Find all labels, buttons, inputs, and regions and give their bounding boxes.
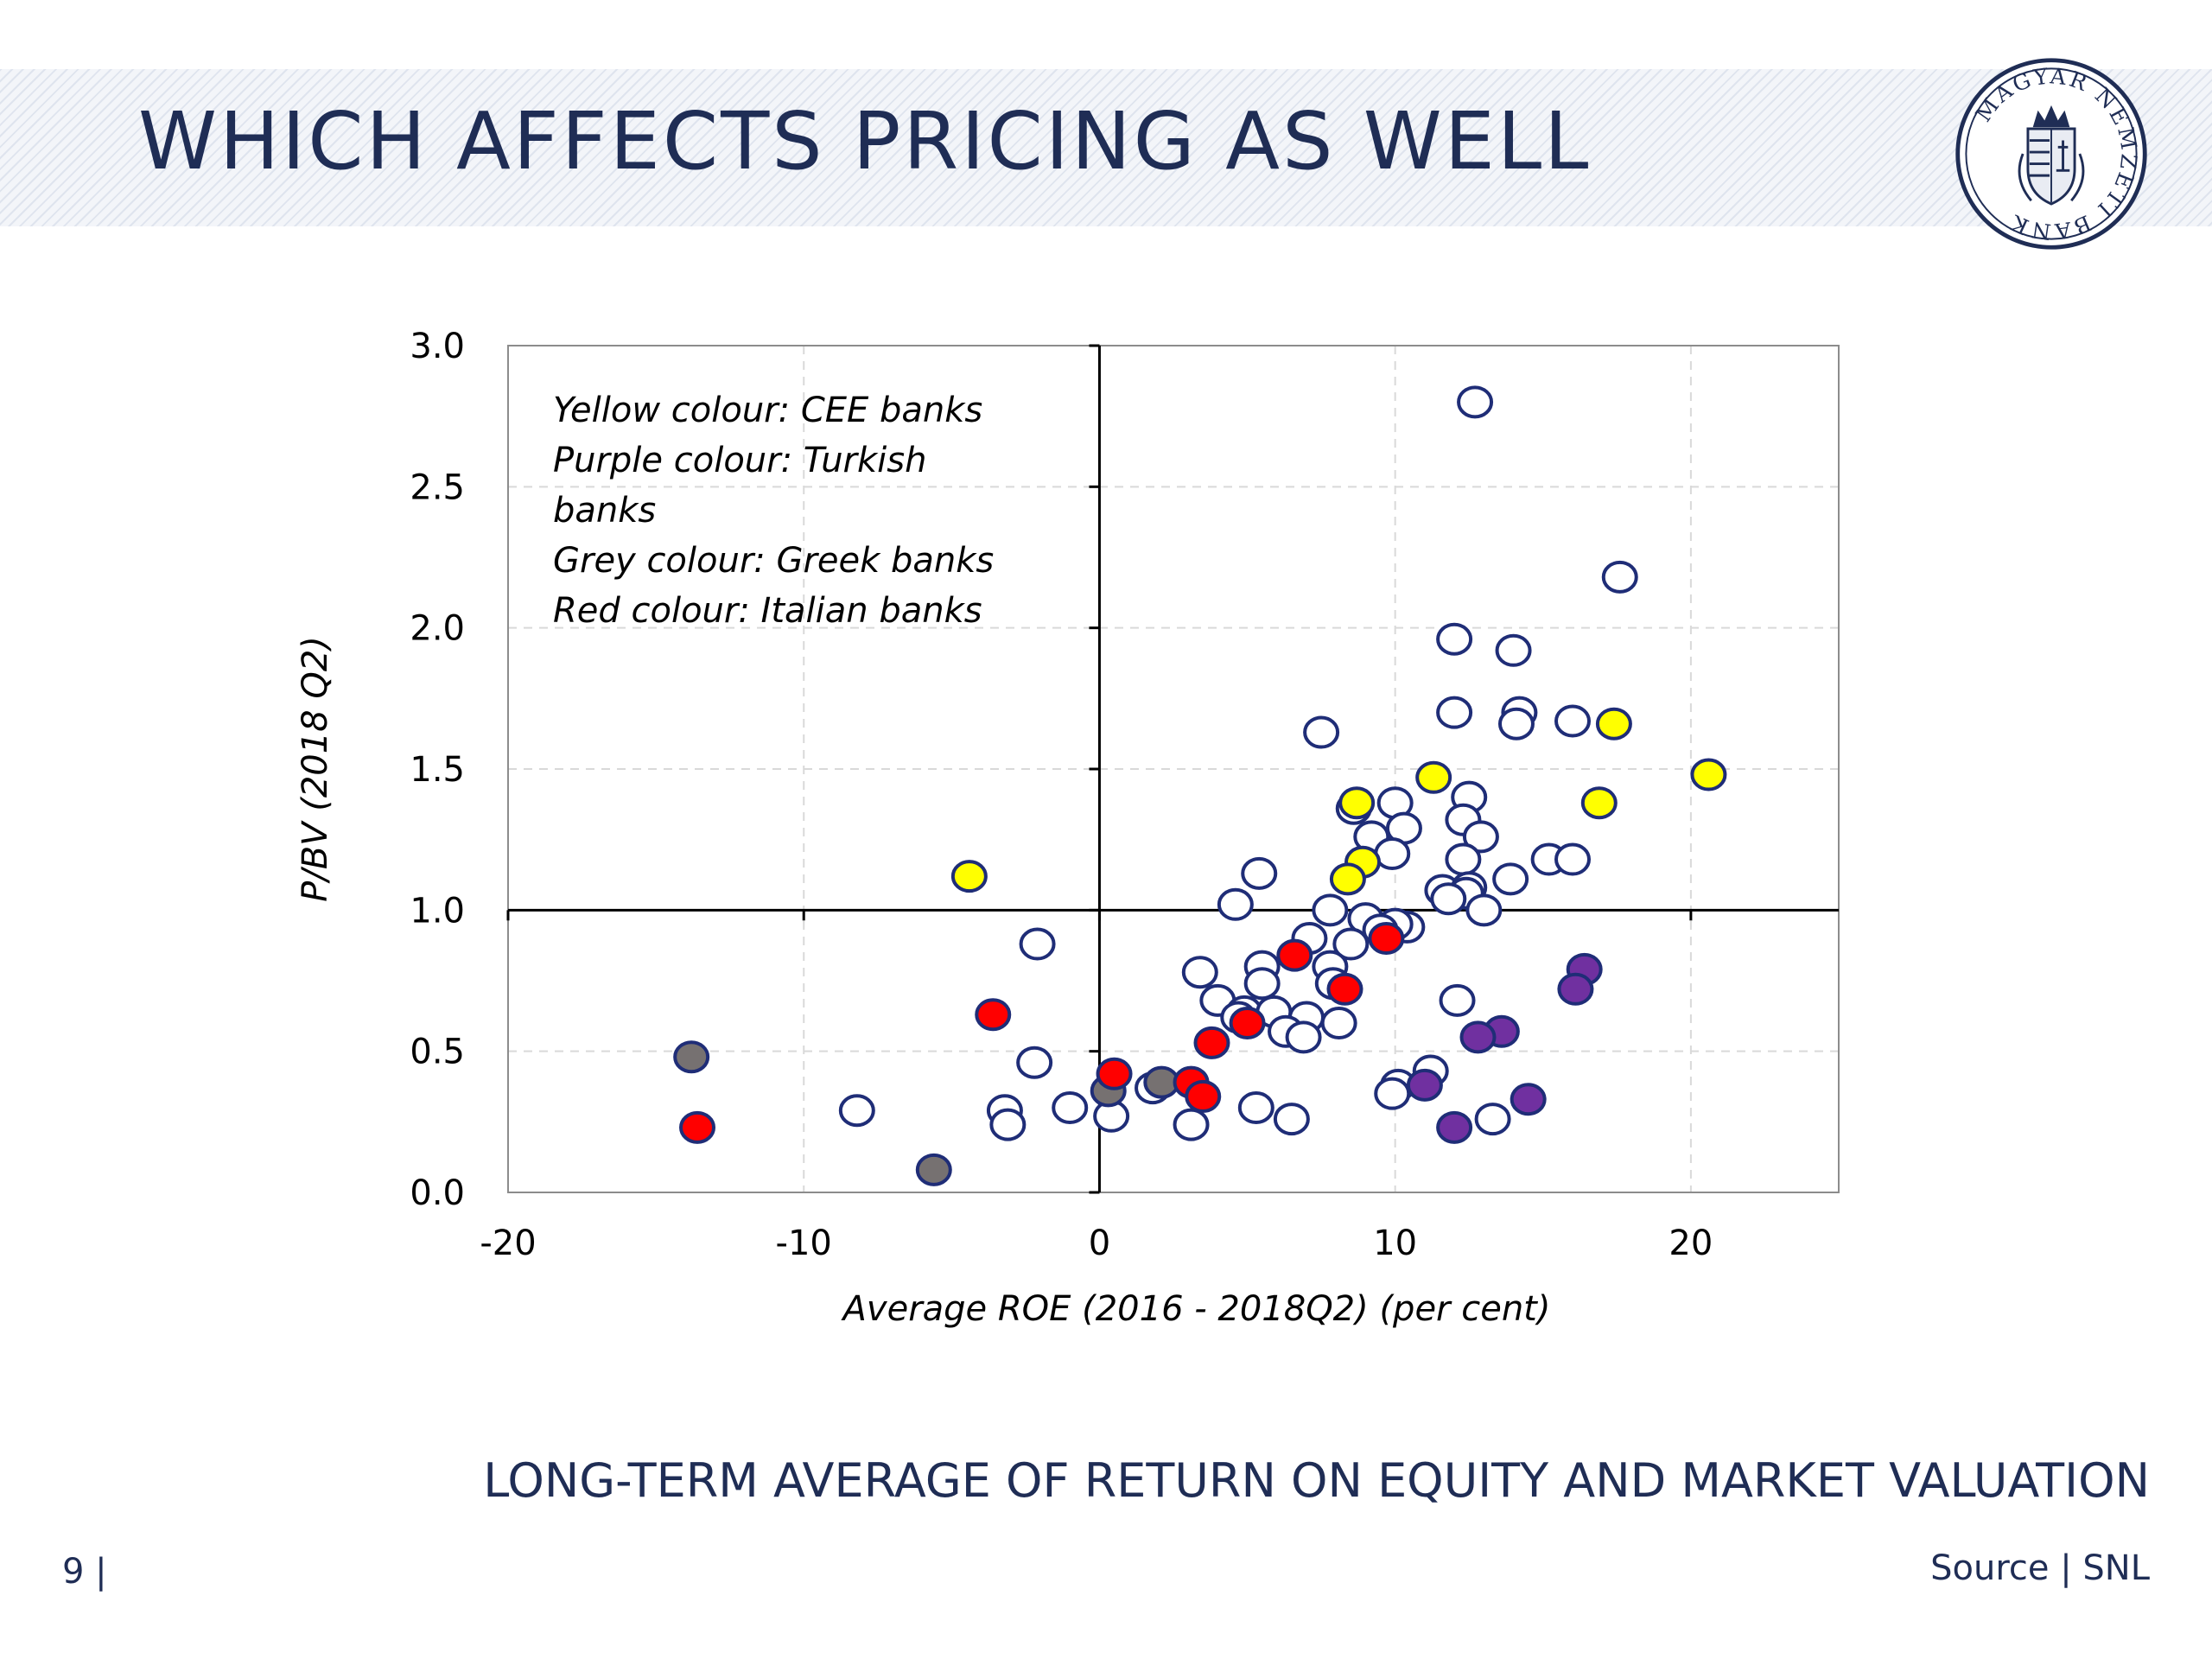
data-point-other xyxy=(1217,887,1254,921)
y-axis-label: P/BV (2018 Q2) xyxy=(296,636,335,902)
data-point-cee xyxy=(1690,758,1727,791)
data-point-other xyxy=(1465,893,1503,927)
data-point-turkish xyxy=(1459,1020,1497,1054)
data-point-italian xyxy=(679,1110,716,1144)
data-point-other xyxy=(1285,1020,1322,1054)
data-point-other xyxy=(1374,837,1411,870)
data-point-other xyxy=(1439,983,1476,1017)
data-point-other xyxy=(1601,560,1638,594)
data-point-other xyxy=(1303,715,1340,749)
data-point-other xyxy=(1374,1077,1411,1110)
data-points xyxy=(673,385,1727,1186)
data-point-other xyxy=(1436,622,1473,656)
reference-lines xyxy=(506,344,1839,1194)
data-point-greek xyxy=(915,1153,952,1186)
annotation-line: Yellow colour: CEE banks xyxy=(553,391,982,430)
y-tick-label: 0.0 xyxy=(410,1173,465,1213)
y-tick-label: 2.0 xyxy=(410,609,465,649)
data-point-other xyxy=(1445,842,1482,876)
x-tick-label: 20 xyxy=(1669,1224,1713,1263)
x-axis-label: Average ROE (2016 - 2018Q2) (per cent) xyxy=(841,1289,1551,1329)
data-point-cee xyxy=(1595,707,1632,741)
data-point-other xyxy=(1052,1091,1089,1124)
data-point-other xyxy=(1273,1103,1310,1136)
data-point-cee xyxy=(1329,862,1366,896)
data-point-other xyxy=(1181,956,1218,989)
page-number: 9 | xyxy=(62,1552,107,1592)
x-tick-label: -10 xyxy=(776,1224,832,1263)
annotation-line: banks xyxy=(553,491,656,531)
data-point-turkish xyxy=(1436,1110,1473,1144)
data-point-other xyxy=(1430,882,1467,916)
source-note: Source | SNL xyxy=(1930,1548,2150,1588)
chart-caption: LONG-TERM AVERAGE OF RETURN ON EQUITY AN… xyxy=(483,1453,2150,1508)
data-point-turkish xyxy=(1406,1068,1443,1102)
plot-area-frame xyxy=(507,345,1840,1193)
data-point-italian xyxy=(1096,1057,1133,1090)
x-tick-label: 0 xyxy=(1089,1224,1110,1263)
data-point-turkish xyxy=(1510,1083,1547,1116)
annotation-line: Grey colour: Greek banks xyxy=(553,541,994,581)
data-point-cee xyxy=(950,860,988,893)
data-point-other xyxy=(1016,1046,1053,1079)
data-point-other xyxy=(1436,696,1473,729)
magyar-nemzeti-bank-seal-icon: MAGYAR NEMZETI BANK xyxy=(1955,58,2147,250)
annotation-line: Red colour: Italian banks xyxy=(553,591,982,631)
data-point-other xyxy=(1474,1103,1511,1136)
axis-ticks: 0.0 0.5 1.0 1.5 2.0 2.5 3.0 -20 -10 0 10 20 xyxy=(410,327,1713,1263)
data-point-other xyxy=(1237,1091,1274,1124)
data-point-turkish xyxy=(1557,972,1594,1006)
data-point-other xyxy=(1173,1108,1210,1141)
data-point-other xyxy=(1495,633,1532,667)
data-point-other xyxy=(1554,704,1591,738)
data-point-italian xyxy=(1185,1079,1222,1113)
x-tick-label: -20 xyxy=(480,1224,536,1263)
data-point-other xyxy=(838,1094,875,1128)
data-point-italian xyxy=(1326,972,1363,1006)
data-point-other xyxy=(1019,927,1056,961)
y-tick-label: 3.0 xyxy=(410,327,465,366)
title-band xyxy=(0,69,2212,226)
data-point-other xyxy=(989,1108,1027,1141)
annotation-line: Purple colour: Turkish xyxy=(553,441,926,480)
y-tick-label: 0.5 xyxy=(410,1033,465,1072)
data-point-other xyxy=(1312,893,1349,927)
data-point-cee xyxy=(1415,760,1452,794)
data-point-italian xyxy=(1276,938,1313,972)
data-point-other xyxy=(1492,862,1529,896)
scatter-chart: 0.0 0.5 1.0 1.5 2.0 2.5 3.0 -20 -10 0 10 20 Yellow … xyxy=(296,327,1840,1329)
data-point-other xyxy=(1241,856,1278,890)
data-point-other xyxy=(1332,927,1370,961)
y-tick-label: 1.5 xyxy=(410,750,465,790)
data-point-cee xyxy=(1580,786,1618,820)
data-point-other xyxy=(1554,842,1591,876)
data-point-italian xyxy=(1193,1026,1230,1059)
data-point-other xyxy=(1457,385,1494,419)
data-point-other xyxy=(1462,820,1499,854)
data-point-other xyxy=(1320,1007,1357,1039)
data-point-other xyxy=(1497,707,1535,741)
data-point-greek xyxy=(673,1040,710,1074)
data-point-italian xyxy=(975,998,1012,1032)
y-tick-label: 1.0 xyxy=(410,891,465,931)
x-tick-label: 10 xyxy=(1373,1224,1417,1263)
y-tick-label: 2.5 xyxy=(410,467,465,507)
data-point-italian xyxy=(1229,1007,1266,1039)
data-point-cee xyxy=(1338,786,1376,820)
data-point-other xyxy=(1243,967,1281,1001)
data-point-italian xyxy=(1368,922,1405,955)
slide-title: WHICH AFFECTS PRICING AS WELL xyxy=(138,95,1592,188)
chart-annotation: Yellow colour: CEE banks Purple colour: T… xyxy=(553,391,994,631)
